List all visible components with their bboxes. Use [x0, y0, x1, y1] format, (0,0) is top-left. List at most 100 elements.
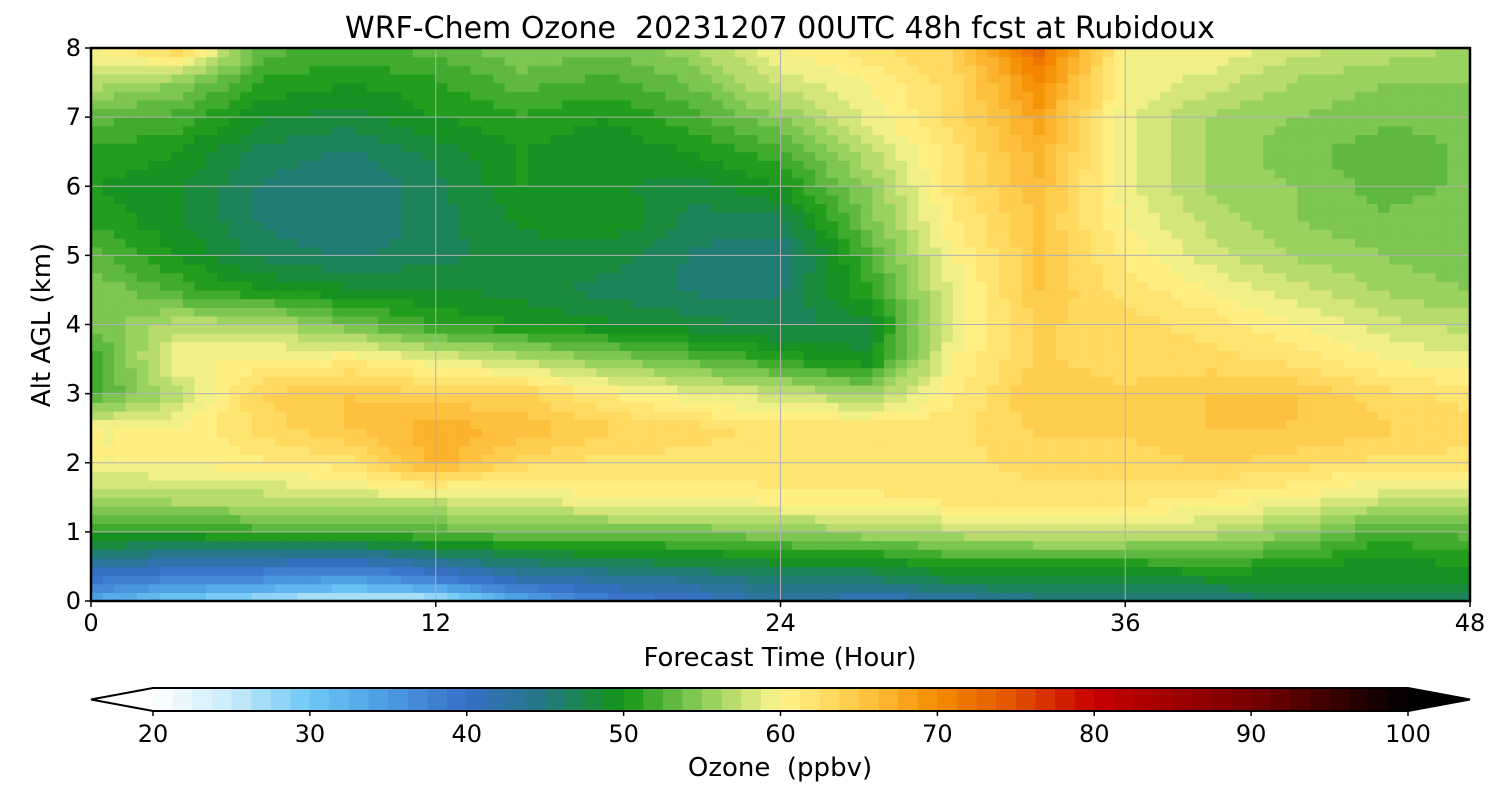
heatmap-cell [1458, 384, 1470, 395]
heatmap-cell [826, 549, 839, 559]
heatmap-cell [826, 583, 839, 593]
heatmap-cell [1056, 350, 1069, 360]
heatmap-cell [217, 592, 230, 601]
heatmap-cell [918, 575, 931, 585]
heatmap-cell [113, 246, 127, 256]
heatmap-cell [642, 315, 655, 326]
heatmap-cell [1113, 384, 1126, 395]
heatmap-cell [539, 350, 552, 360]
heatmap-cell [493, 592, 506, 601]
heatmap-cell [228, 557, 241, 568]
heatmap-cell [596, 238, 609, 248]
heatmap-cell [343, 471, 356, 481]
heatmap-cell [803, 298, 816, 308]
heatmap-cell [1263, 514, 1276, 524]
heatmap-cell [401, 454, 414, 464]
heatmap-cell [941, 324, 954, 334]
heatmap-cell [1286, 376, 1299, 386]
heatmap-cell [1217, 376, 1230, 386]
heatmap-cell [125, 436, 138, 447]
heatmap-cell [1125, 307, 1138, 317]
heatmap-cell [631, 488, 644, 498]
heatmap-cell [1309, 454, 1322, 464]
heatmap-cell [493, 272, 506, 282]
heatmap-cell [205, 566, 219, 576]
heatmap-cell [677, 307, 690, 317]
heatmap-cell [1424, 583, 1437, 593]
heatmap-cell [102, 255, 115, 265]
heatmap-cell [504, 402, 517, 412]
heatmap-cell [1309, 264, 1322, 274]
heatmap-cell [941, 575, 954, 585]
heatmap-cell [746, 272, 759, 282]
heatmap-cell [849, 410, 862, 421]
heatmap-cell [309, 428, 322, 438]
heatmap-cell [550, 488, 563, 498]
heatmap-cell [148, 514, 161, 524]
heatmap-cell [1010, 350, 1023, 360]
heatmap-cell [906, 514, 919, 524]
heatmap-cell [1251, 255, 1264, 265]
heatmap-cell [665, 402, 678, 412]
heatmap-cell [677, 289, 690, 300]
heatmap-cell [493, 531, 506, 542]
heatmap-cell [504, 376, 517, 386]
heatmap-cell [113, 566, 127, 576]
heatmap-cell [1033, 359, 1046, 369]
heatmap-cell [1447, 557, 1460, 568]
heatmap-cell [1251, 480, 1264, 490]
heatmap-cell [1309, 298, 1322, 308]
heatmap-cell [240, 557, 253, 568]
heatmap-cell [435, 445, 448, 455]
heatmap-cell [1435, 428, 1448, 438]
heatmap-cell [803, 384, 816, 395]
heatmap-cell [378, 238, 391, 248]
heatmap-cell [1274, 324, 1287, 334]
heatmap-cell [286, 238, 299, 248]
heatmap-cell [1194, 436, 1207, 447]
heatmap-cell [447, 315, 460, 326]
heatmap-cell [1378, 462, 1391, 472]
heatmap-cell [941, 376, 954, 386]
heatmap-cell [251, 333, 264, 343]
heatmap-cell [355, 428, 368, 438]
heatmap-cell [343, 480, 356, 490]
heatmap-cell [1102, 264, 1115, 274]
heatmap-cell [1320, 575, 1333, 585]
heatmap-cell [1033, 480, 1046, 490]
heatmap-cell [1412, 462, 1425, 472]
heatmap-cell [608, 436, 621, 447]
heatmap-cell [389, 454, 402, 464]
heatmap-cell [826, 384, 839, 395]
heatmap-cell [1021, 471, 1034, 481]
heatmap-cell [1010, 315, 1023, 326]
heatmap-cell [700, 246, 713, 256]
heatmap-cell [401, 393, 414, 403]
heatmap-cell [1447, 583, 1460, 593]
heatmap-cell [1194, 583, 1207, 593]
heatmap-cell [952, 514, 965, 524]
heatmap-cell [975, 376, 988, 386]
heatmap-cell [91, 454, 104, 464]
heatmap-cell [1217, 428, 1230, 438]
heatmap-cell [217, 428, 230, 438]
heatmap-cell [918, 255, 931, 265]
heatmap-cell [527, 445, 540, 455]
heatmap-cell [171, 445, 184, 455]
heatmap-cell [1274, 583, 1287, 593]
heatmap-cell [998, 402, 1011, 412]
heatmap-cell [366, 436, 379, 447]
heatmap-cell [711, 272, 724, 282]
heatmap-cell [1424, 281, 1437, 291]
heatmap-cell [1424, 367, 1437, 377]
heatmap-cell [251, 566, 264, 576]
heatmap-cell [1044, 255, 1057, 265]
heatmap-cell [1274, 359, 1287, 369]
heatmap-cell [883, 333, 897, 343]
heatmap-cell [343, 410, 356, 421]
heatmap-cell [343, 350, 356, 360]
heatmap-cell [481, 523, 494, 533]
heatmap-cell [872, 384, 885, 395]
heatmap-cell [849, 367, 862, 377]
heatmap-cell [998, 419, 1011, 429]
